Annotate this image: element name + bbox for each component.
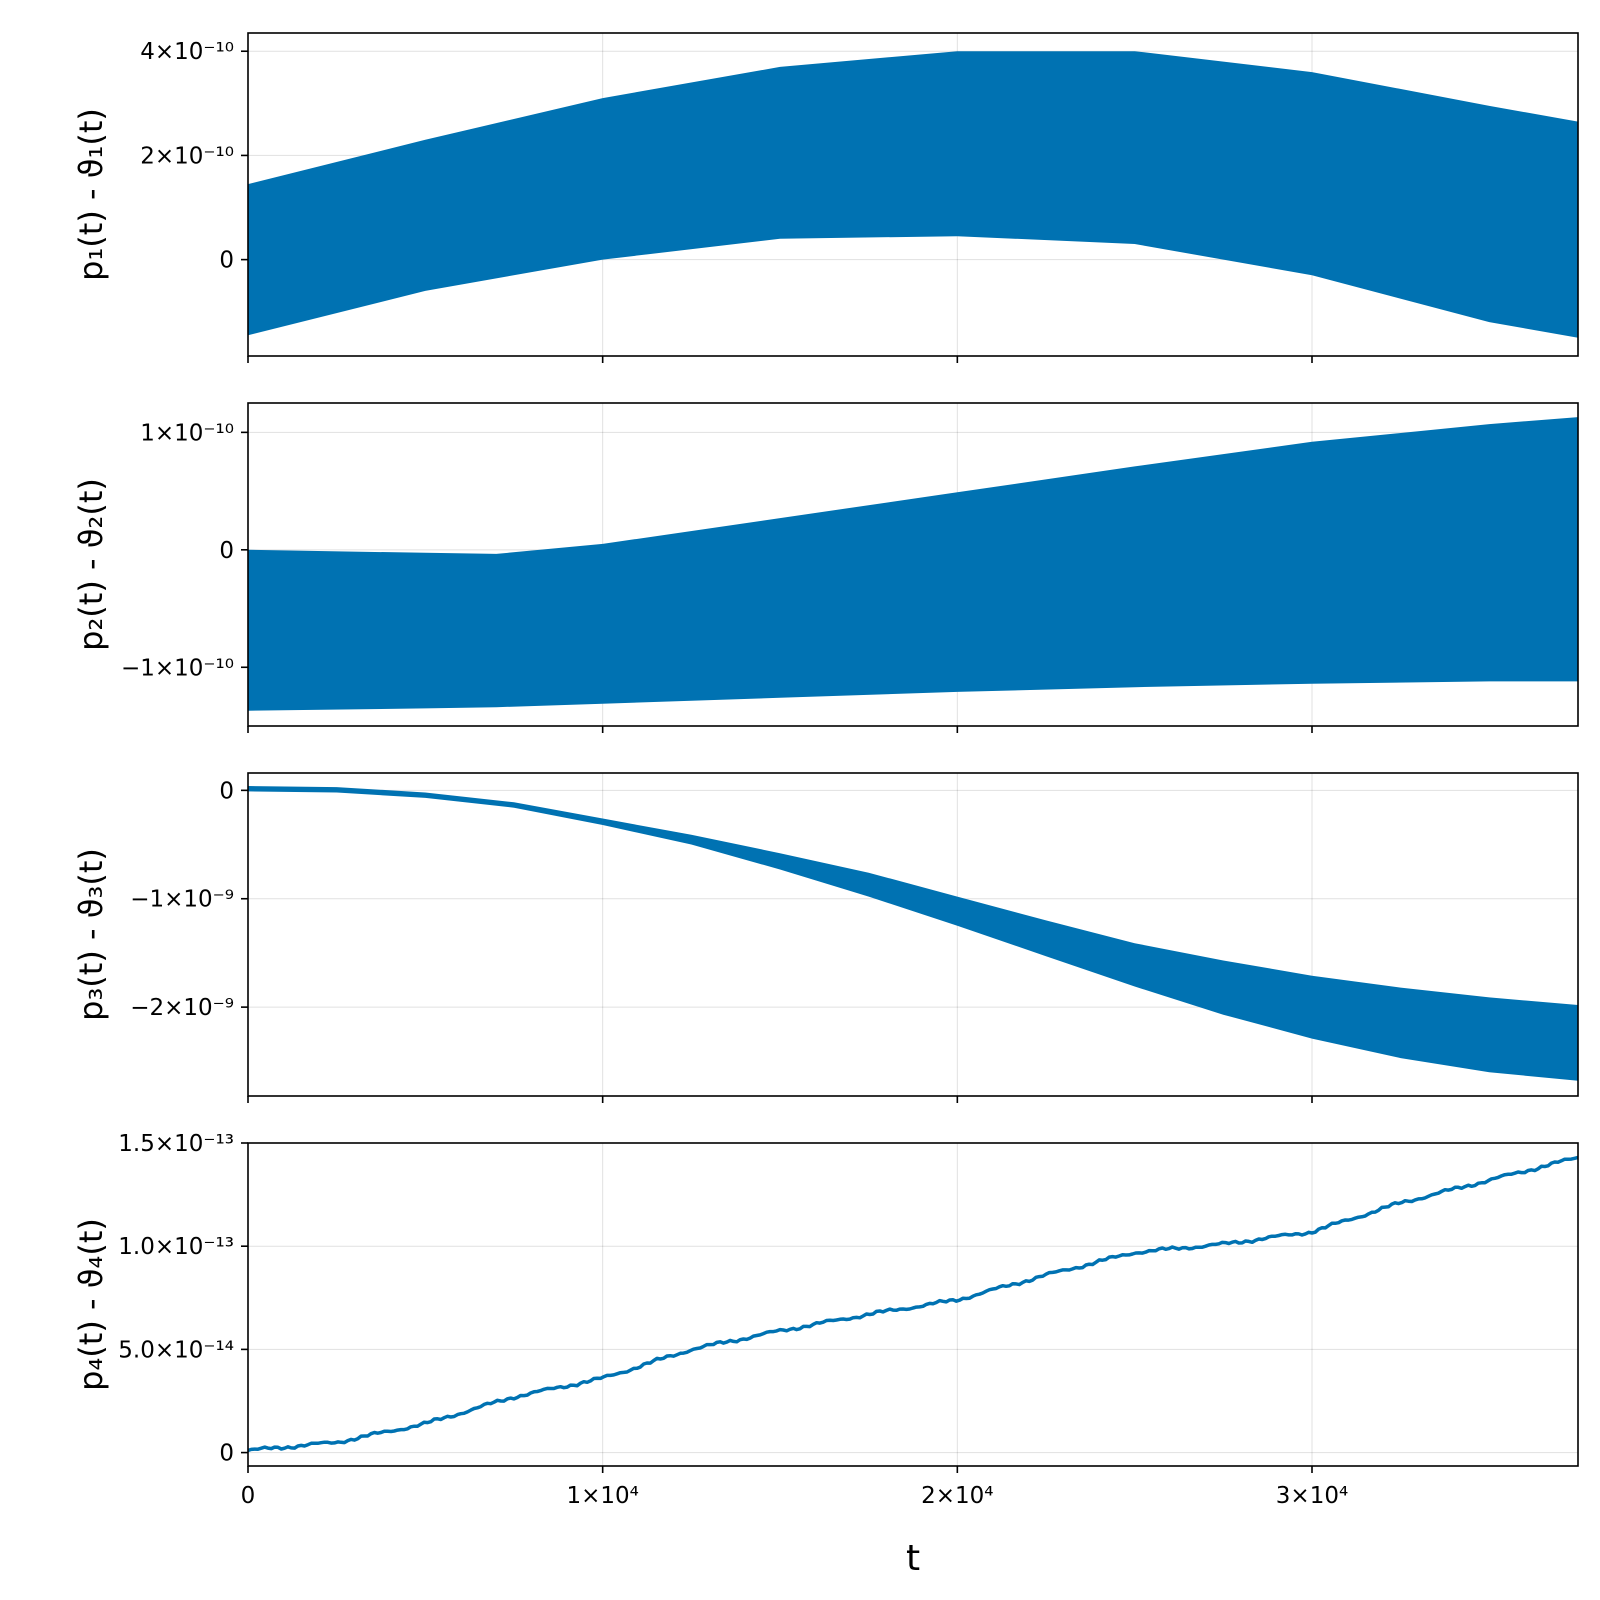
y-tick-label: 1.0×10⁻¹³	[118, 1234, 234, 1260]
y-axis-label: p₃(t) - ϑ₃(t)	[72, 848, 110, 1021]
axes-frame	[247, 32, 1579, 357]
y-tick-label: 4×10⁻¹⁰	[140, 39, 234, 65]
y-axis-label: p₂(t) - ϑ₂(t)	[72, 478, 110, 651]
panel-3: −2×10⁻⁹ −1×10⁻⁹ 0 p₃(t) - ϑ₃(t)	[72, 772, 1579, 1103]
panel-1: 0 2×10⁻¹⁰ 4×10⁻¹⁰ p₁(t) - ϑ₁(t)	[72, 32, 1579, 363]
x-tick-label: 2×10⁴	[921, 1483, 993, 1509]
panel-4: 0 1×10⁴ 2×10⁴ 3×10⁴ 0 5.0×10⁻¹⁴ 1.0×10⁻¹³ 1.5×1…	[72, 1131, 1579, 1509]
x-ticks	[247, 726, 1313, 733]
axes-frame	[247, 402, 1579, 727]
x-tick-label: 0	[241, 1483, 256, 1509]
x-axis-label: t	[906, 1538, 920, 1579]
y-tick-label: 1×10⁻¹⁰	[140, 420, 234, 446]
x-ticks	[247, 1096, 1313, 1103]
panels: 0 2×10⁻¹⁰ 4×10⁻¹⁰ p₁(t) - ϑ₁(t) −1×10⁻¹⁰ 0 1×1…	[72, 32, 1579, 1509]
y-tick-label: 2×10⁻¹⁰	[140, 143, 234, 169]
x-ticks	[247, 356, 1313, 363]
series-4	[248, 1155, 1578, 1453]
x-tick-label: 3×10⁴	[1276, 1483, 1348, 1509]
series-3	[248, 786, 1578, 1081]
oscillation-band	[248, 417, 1578, 711]
y-tick-label: 0	[219, 248, 234, 274]
y-axis-label: p₁(t) - ϑ₁(t)	[72, 108, 110, 281]
axes-frame	[247, 772, 1579, 1097]
oscillation-band	[248, 786, 1578, 1081]
y-ticks: 0 2×10⁻¹⁰ 4×10⁻¹⁰	[140, 39, 248, 274]
y-ticks: 0 5.0×10⁻¹⁴ 1.0×10⁻¹³ 1.5×10⁻¹³	[118, 1131, 248, 1467]
y-tick-label: −1×10⁻¹⁰	[121, 655, 234, 681]
oscillation-band	[248, 51, 1578, 338]
panel-2: −1×10⁻¹⁰ 0 1×10⁻¹⁰ p₂(t) - ϑ₂(t)	[72, 402, 1579, 733]
y-tick-label: 0	[219, 778, 234, 804]
series-1	[248, 51, 1578, 338]
y-ticks: −2×10⁻⁹ −1×10⁻⁹ 0	[130, 778, 248, 1021]
y-tick-label: 1.5×10⁻¹³	[118, 1131, 234, 1157]
y-axis-label: p₄(t) - ϑ₄(t)	[72, 1218, 110, 1391]
y-ticks: −1×10⁻¹⁰ 0 1×10⁻¹⁰	[121, 420, 248, 681]
y-tick-label: 0	[219, 538, 234, 564]
axes-frame	[247, 1142, 1579, 1467]
data-line	[248, 1155, 1578, 1453]
y-tick-label: −2×10⁻⁹	[130, 995, 234, 1021]
y-tick-label: −1×10⁻⁹	[130, 887, 234, 913]
x-tick-label: 1×10⁴	[566, 1483, 638, 1509]
y-tick-label: 5.0×10⁻¹⁴	[118, 1337, 234, 1363]
series-2	[248, 417, 1578, 711]
x-ticks: 0 1×10⁴ 2×10⁴ 3×10⁴	[241, 1466, 1348, 1509]
y-tick-label: 0	[219, 1441, 234, 1467]
